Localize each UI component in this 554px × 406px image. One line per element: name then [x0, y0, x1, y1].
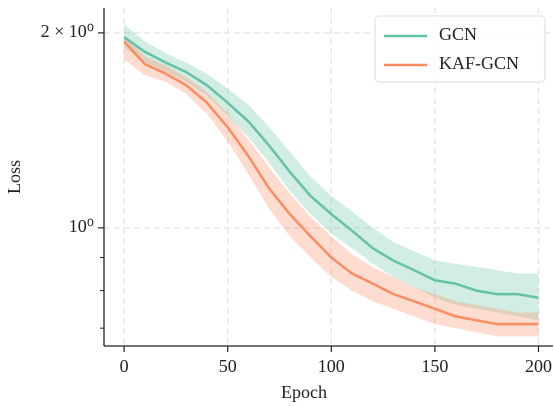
y-tick-label: 10⁰ — [69, 216, 94, 236]
x-tick-label: 200 — [525, 356, 552, 376]
x-tick-label: 100 — [318, 356, 345, 376]
line — [123, 36, 539, 299]
legend-label: GCN — [439, 24, 477, 44]
y-tick-label: 2 × 10⁰ — [41, 21, 94, 41]
line — [123, 40, 539, 326]
x-tick-label: 0 — [120, 356, 129, 376]
confidence-band — [124, 24, 539, 321]
x-tick-label: 50 — [219, 356, 237, 376]
confidence-band — [124, 35, 539, 337]
x-tick-label: 150 — [421, 356, 448, 376]
legend-label: KAF-GCN — [439, 53, 519, 73]
x-axis-label: Epoch — [281, 382, 327, 402]
y-axis-label: Loss — [4, 160, 24, 194]
